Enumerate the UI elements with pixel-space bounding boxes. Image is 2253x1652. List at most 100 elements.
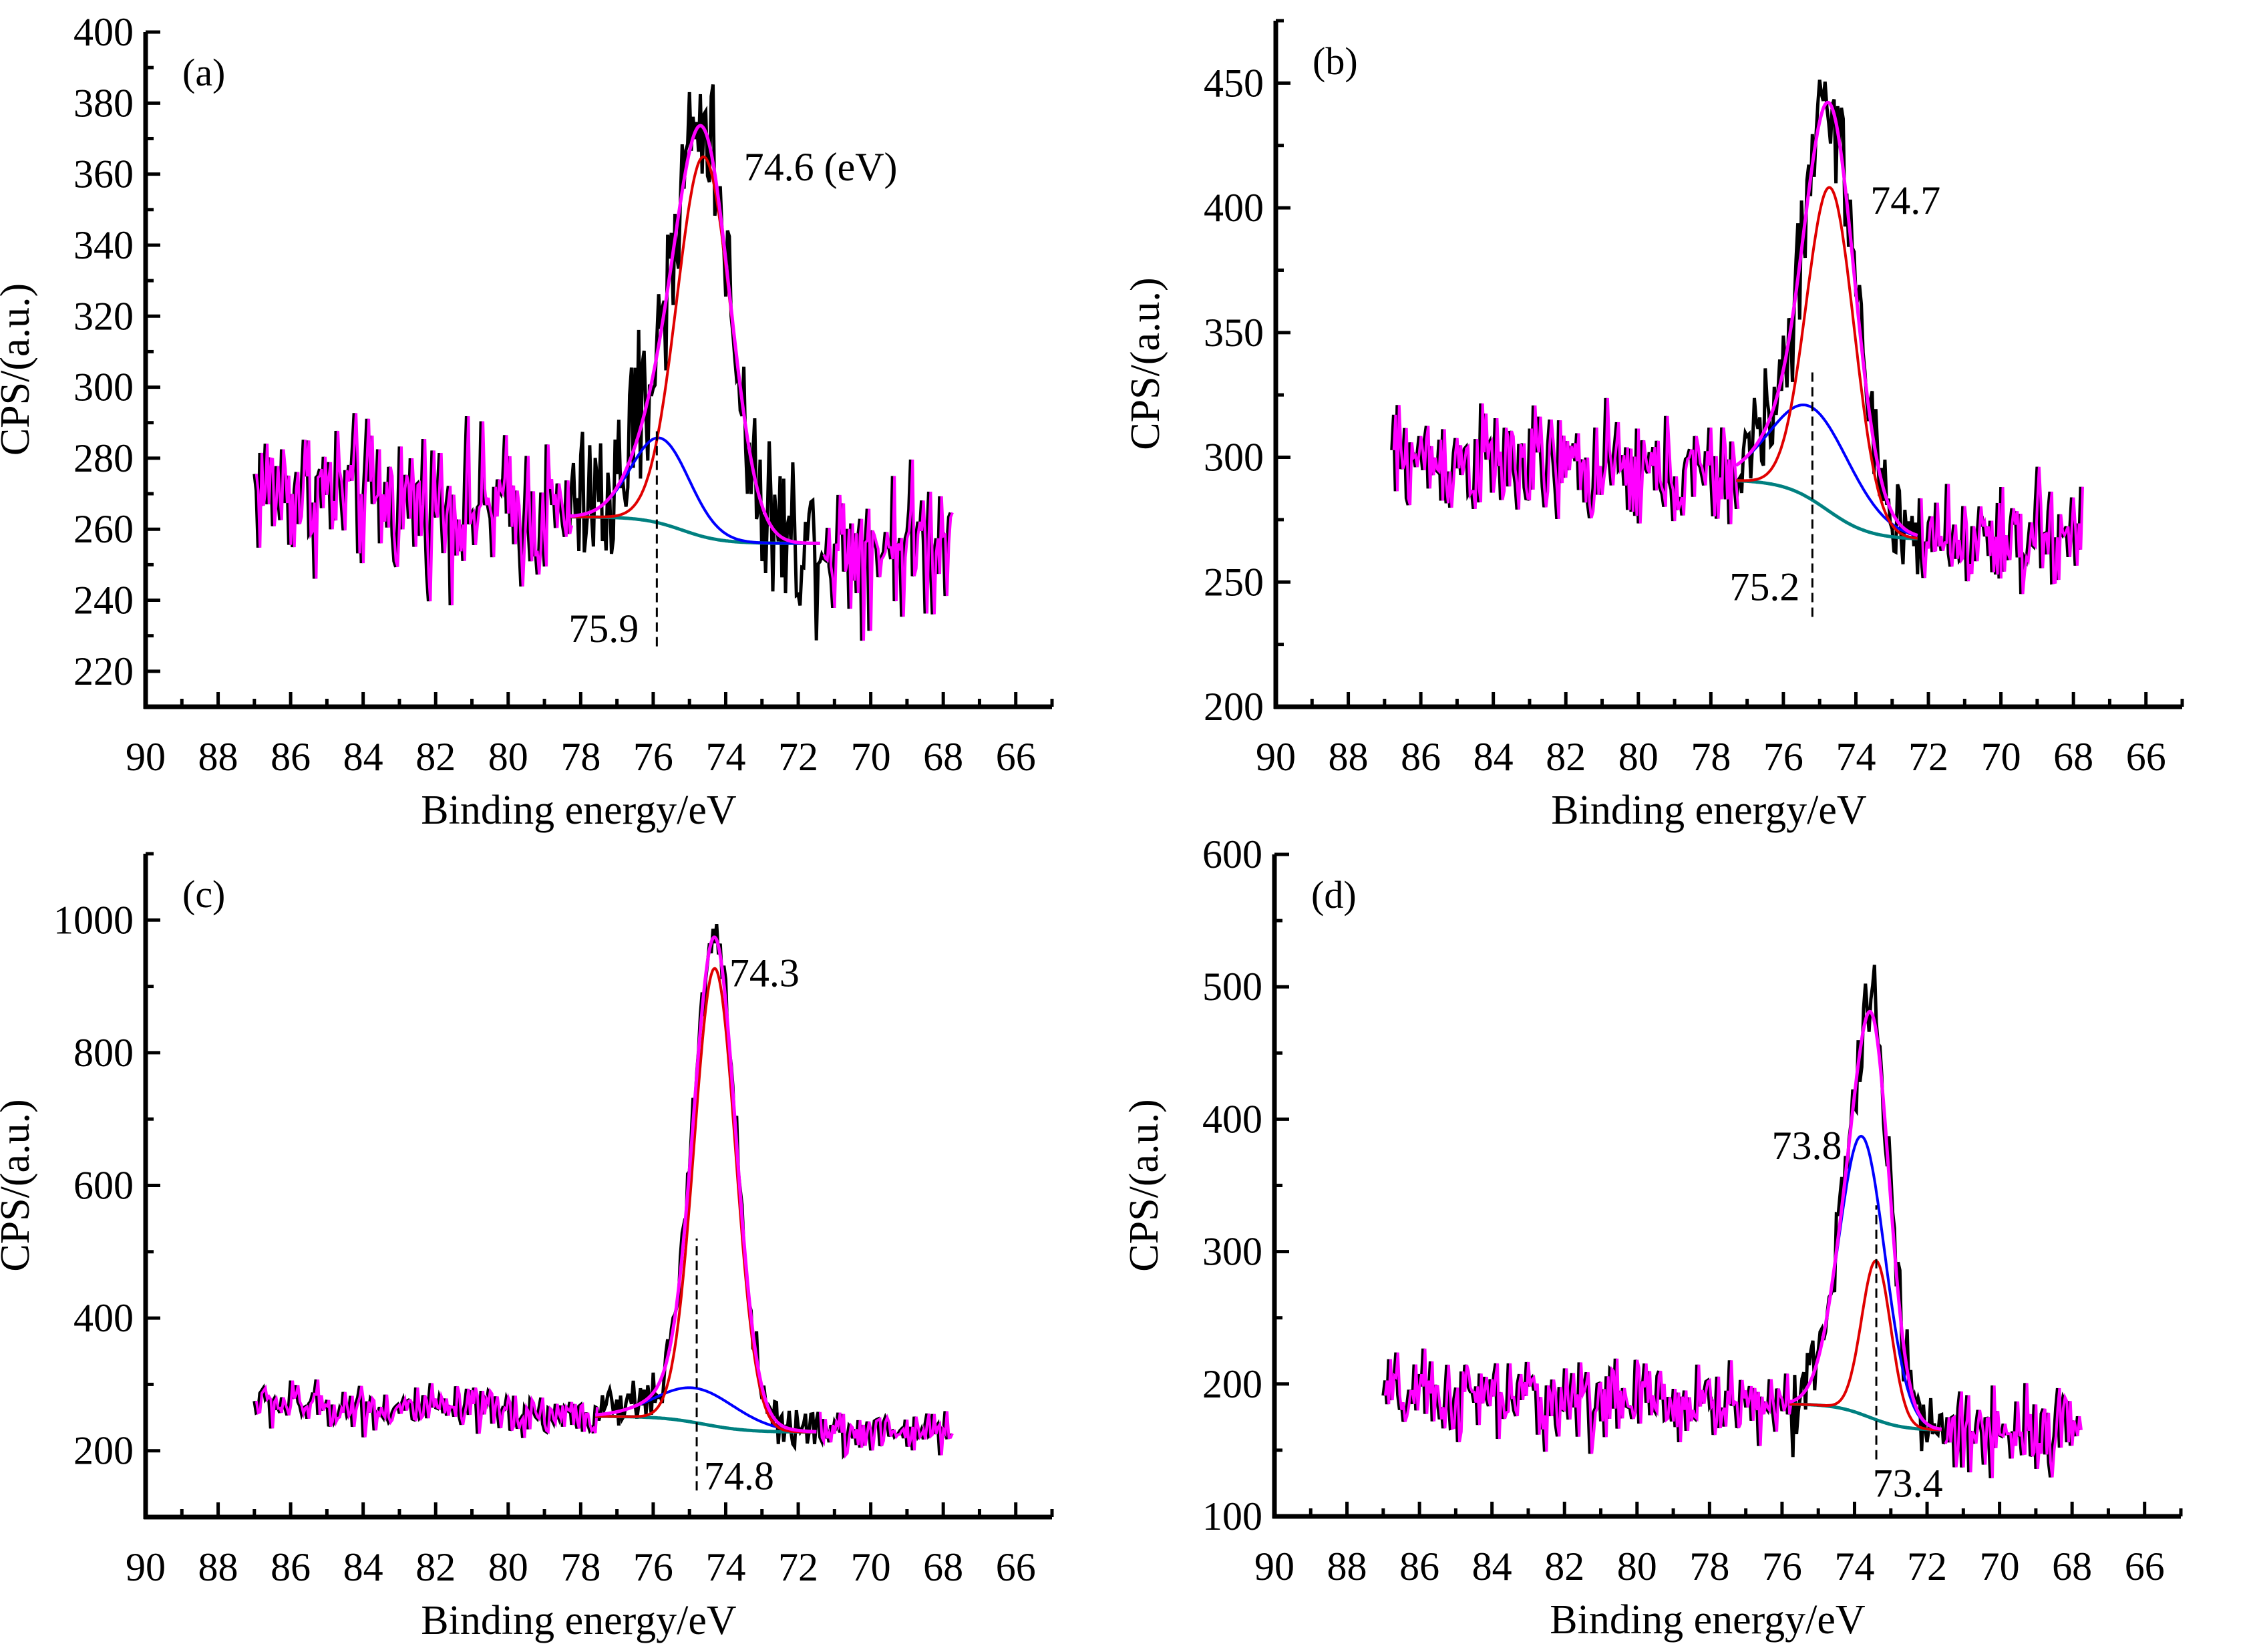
raw-overlay-right: [1944, 1383, 2083, 1478]
main-component-curve: [1789, 1259, 1942, 1432]
y-tick-label: 450: [1204, 61, 1264, 105]
x-tick-label: 66: [2125, 1544, 2165, 1589]
peak-annotation: 74.7: [1870, 178, 1940, 222]
x-tick-label: 68: [2053, 735, 2093, 779]
x-tick-label: 66: [996, 735, 1036, 779]
x-tick-label: 86: [1401, 735, 1441, 779]
x-tick-label: 82: [415, 1545, 456, 1589]
y-tick-label: 300: [1202, 1230, 1262, 1274]
x-tick-label: 68: [923, 1545, 963, 1589]
x-tick-label: 88: [1327, 1544, 1367, 1589]
x-tick-label: 88: [198, 1545, 238, 1589]
panel-c: 90 88 86 84 82 80 78 76 74 72 70 68 66 200 400 600 800 10…: [0, 852, 1054, 1643]
y-tick-label: 600: [73, 1164, 134, 1208]
envelope-curve: [594, 935, 817, 1434]
y-tick-label: 600: [1202, 832, 1262, 876]
y-tick-label: 280: [73, 436, 134, 480]
raw-overlay-right: [822, 459, 954, 641]
y-tick-label: 300: [73, 365, 134, 409]
x-tick-label: 82: [415, 735, 456, 779]
x-tick-label: 68: [923, 735, 963, 779]
peak-annotation: 74.3: [729, 951, 800, 995]
raw-overlay-right: [1920, 466, 2084, 595]
panel-label: (b): [1313, 39, 1358, 83]
x-tick-label: 86: [271, 735, 311, 779]
x-tick-label: 80: [1618, 735, 1659, 779]
x-tick-label: 80: [1617, 1544, 1657, 1589]
y-tick-label: 250: [1204, 560, 1264, 604]
raw-overlay-left: [254, 413, 574, 606]
envelope-curve: [1735, 100, 1918, 537]
y-tick-label: 200: [73, 1429, 134, 1473]
y-tick-label: 360: [73, 152, 134, 196]
main-component-curve: [595, 967, 817, 1434]
x-tick-label: 90: [1256, 735, 1296, 779]
x-axis-title: Binding energy/eV: [421, 788, 737, 833]
panel-d: 90 88 86 84 82 80 78 76 74 72 70 68 66 100 200 300 400 50…: [1121, 832, 2183, 1643]
y-tick-label: 220: [73, 649, 134, 693]
x-tick-label: 78: [560, 1545, 600, 1589]
y-tick-label: 400: [1202, 1097, 1262, 1141]
y-tick-label: 320: [73, 294, 134, 338]
y-tick-label: 200: [1204, 685, 1264, 729]
x-tick-label: 78: [560, 735, 600, 779]
x-tick-label: 72: [778, 735, 818, 779]
peak-annotation: 73.8: [1771, 1124, 1842, 1168]
x-tick-label: 78: [1691, 735, 1731, 779]
y-tick-label: 200: [1202, 1362, 1262, 1406]
x-tick-label: 74: [705, 735, 745, 779]
raw-data-series: [1381, 965, 2081, 1478]
y-tick-label: 800: [73, 1031, 134, 1075]
x-axis-title: Binding energy/eV: [421, 1598, 737, 1643]
x-tick-label: 76: [633, 1545, 673, 1589]
y-tick-label: 500: [1202, 965, 1262, 1009]
x-tick-label: 68: [2052, 1544, 2092, 1589]
y-axis-title: CPS/(a.u.): [0, 283, 38, 456]
raw-overlay-right: [818, 1411, 954, 1459]
x-tick-label: 82: [1546, 735, 1586, 779]
x-axis-title: Binding energy/eV: [1551, 788, 1867, 833]
x-tick-label: 72: [1908, 735, 1948, 779]
main-component-curve: [1736, 186, 1918, 540]
y-tick-label: 400: [1204, 186, 1264, 230]
y-tick-label: 380: [73, 81, 134, 125]
y-tick-label: 260: [73, 507, 134, 551]
x-tick-label: 74: [705, 1545, 745, 1589]
x-tick-label: 88: [198, 735, 238, 779]
panel-label: (a): [182, 51, 225, 94]
x-tick-label: 84: [343, 1545, 383, 1589]
y-tick-label: 340: [73, 223, 134, 267]
x-tick-label: 82: [1544, 1544, 1584, 1589]
x-tick-label: 70: [1980, 1544, 2020, 1589]
x-tick-label: 80: [488, 735, 528, 779]
raw-overlay-left: [1392, 397, 1740, 524]
panel-label: (d): [1311, 873, 1357, 917]
background-curve: [1736, 479, 1918, 540]
x-tick-label: 80: [488, 1545, 528, 1589]
x-tick-label: 70: [851, 1545, 891, 1589]
x-tick-label: 90: [126, 735, 166, 779]
raw-data-series: [252, 923, 952, 1460]
x-tick-label: 74: [1836, 735, 1876, 779]
x-tick-label: 84: [1474, 735, 1514, 779]
y-axis-title: CPS/(a.u.): [1121, 1099, 1167, 1271]
panel-label: (c): [182, 872, 225, 916]
x-tick-label: 90: [126, 1545, 166, 1589]
y-tick-label: 400: [73, 1296, 134, 1340]
y-tick-label: 350: [1204, 311, 1264, 355]
panel-b: 90 88 86 84 82 80 78 76 74 72 70 68 66 200 250 300 350 40…: [1123, 19, 2184, 833]
y-axis-title: CPS/(a.u.): [0, 1099, 38, 1271]
peak-annotation: 75.2: [1729, 565, 1799, 609]
x-tick-label: 76: [633, 735, 673, 779]
peak-annotation: 74.8: [704, 1454, 774, 1498]
y-tick-label: 400: [73, 10, 134, 54]
x-tick-label: 78: [1689, 1544, 1729, 1589]
x-tick-label: 84: [1472, 1544, 1512, 1589]
x-axis-title: Binding energy/eV: [1550, 1597, 1866, 1643]
peak-annotation: 74.6 (eV): [744, 145, 898, 189]
x-tick-label: 66: [2126, 735, 2166, 779]
x-tick-label: 72: [1907, 1544, 1947, 1589]
x-tick-label: 88: [1329, 735, 1369, 779]
peak-annotation: 73.4: [1873, 1461, 1943, 1505]
x-tick-label: 70: [1981, 735, 2021, 779]
